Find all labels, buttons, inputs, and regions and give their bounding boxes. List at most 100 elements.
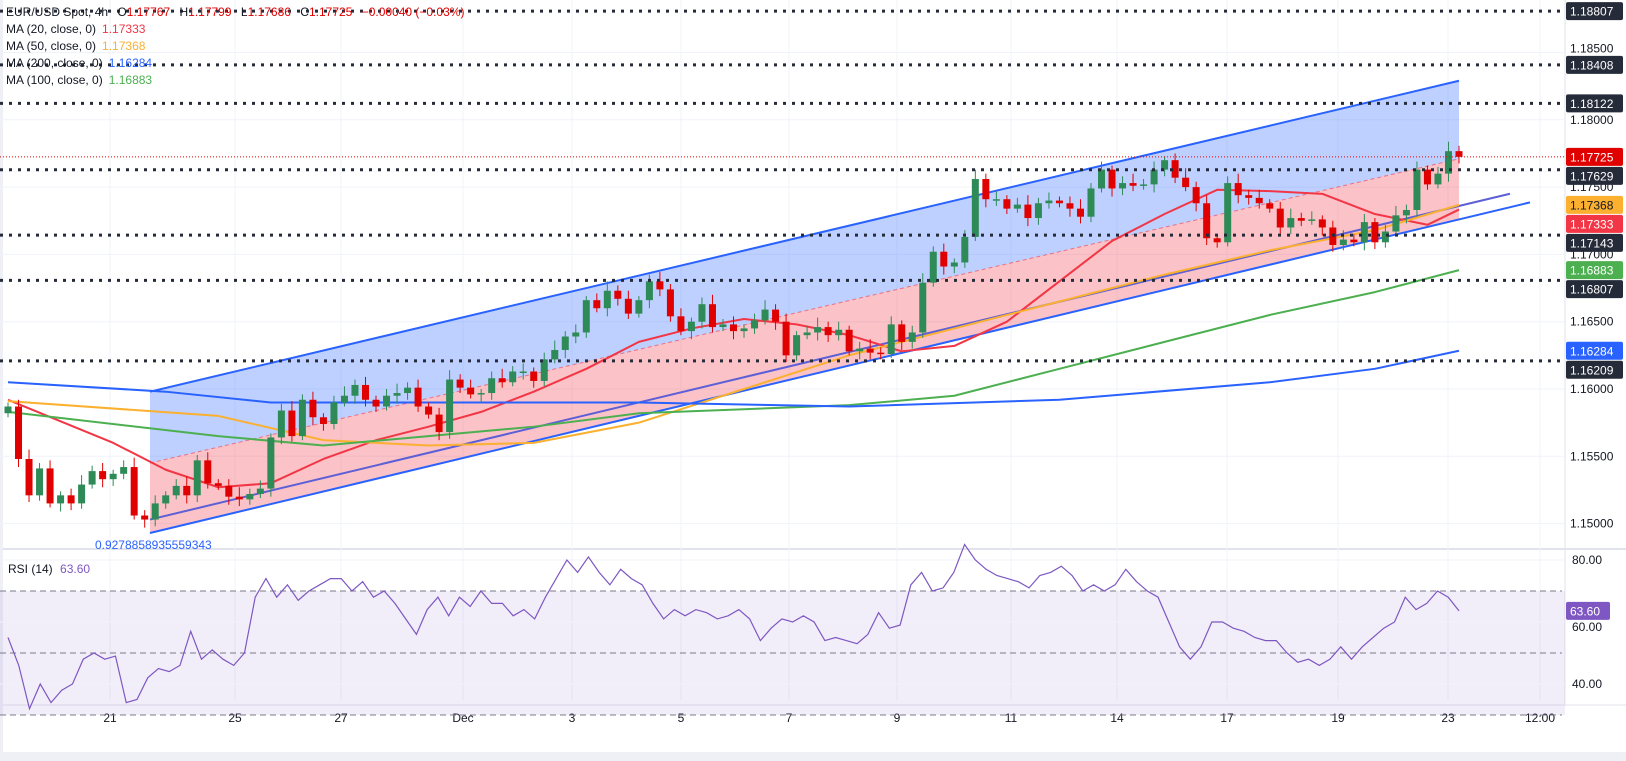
candle [1003, 195, 1011, 215]
time-tick-label: Dec [452, 711, 473, 725]
candle-body [225, 485, 233, 497]
candle-body [898, 324, 906, 342]
candle [383, 389, 391, 411]
candle-body [1045, 200, 1053, 204]
candle [1308, 211, 1316, 225]
price-badge: 1.16284 [1566, 341, 1623, 360]
candle [141, 510, 149, 528]
candle-body [67, 495, 75, 504]
candle [1371, 218, 1379, 250]
price-tick-label: 1.16500 [1570, 315, 1614, 329]
candle [992, 191, 1000, 206]
candle [582, 296, 590, 338]
ma100-row[interactable]: MA (100, close, 0) 1.16883 [6, 72, 464, 89]
price-badge-label: 1.18807 [1570, 5, 1614, 19]
candle-body [1392, 215, 1400, 232]
candle [971, 169, 979, 241]
price-badge-label: 1.16209 [1570, 363, 1614, 377]
candle [319, 413, 327, 431]
candle [25, 449, 33, 503]
candle-body [877, 352, 885, 355]
candle [1203, 195, 1211, 245]
candle [1013, 197, 1021, 213]
candle-body [582, 300, 590, 333]
candle [404, 382, 412, 400]
candle [677, 308, 685, 336]
candle [982, 173, 990, 208]
candle-body [519, 371, 527, 374]
price-badge-bg [1566, 94, 1623, 113]
candle-body [319, 417, 327, 424]
candle-body [971, 179, 979, 237]
candle [1224, 176, 1232, 247]
candle-body [793, 335, 801, 356]
candle-body [1203, 203, 1211, 239]
candle [1045, 192, 1053, 209]
price-badge-bg [1566, 214, 1623, 233]
rsi-title[interactable]: RSI (14) [8, 562, 53, 576]
candle-body [940, 251, 948, 267]
price-badge-label: 1.16284 [1570, 344, 1614, 358]
candle-body [1245, 195, 1253, 198]
candle [1171, 153, 1179, 184]
candle [919, 273, 927, 338]
price-badge: 1.17725 [1566, 147, 1623, 166]
candle [624, 290, 632, 320]
candle [88, 465, 96, 489]
candle-body [530, 371, 538, 381]
candle [498, 368, 506, 388]
price-badge-label: 1.18408 [1570, 58, 1614, 72]
ma50-value: 1.17368 [102, 39, 146, 53]
candle [235, 487, 243, 507]
candle [803, 325, 811, 340]
ma50-row[interactable]: MA (50, close, 0) 1.17368 [6, 38, 464, 55]
candle-body [908, 332, 916, 342]
price-badge: 1.16807 [1566, 280, 1623, 299]
symbol-title[interactable]: EUR/USD Spot, 4h [6, 5, 109, 19]
candle-body [288, 410, 296, 437]
candle [593, 293, 601, 313]
candle [204, 452, 212, 489]
candle-body [393, 393, 401, 396]
candle [151, 495, 159, 527]
candle [1381, 224, 1389, 248]
price-badge-bg [1566, 166, 1623, 185]
candle-body [782, 321, 790, 356]
candle [898, 320, 906, 350]
candle [887, 316, 895, 359]
candle-body [1171, 160, 1179, 178]
candle-body [1129, 183, 1137, 186]
close-label: C [300, 5, 309, 19]
candle [730, 316, 737, 340]
candle [372, 395, 380, 412]
candle [456, 374, 464, 394]
candle-body [730, 324, 737, 332]
candle-body [887, 324, 895, 355]
candle-body [614, 290, 622, 299]
price-badge-label: 1.16807 [1570, 283, 1614, 297]
ma200-row[interactable]: MA (200, close, 0) 1.16284 [6, 55, 464, 72]
candle [488, 371, 496, 400]
candle-body [1266, 203, 1274, 209]
candle [1098, 161, 1106, 193]
ma20-row[interactable]: MA (20, close, 0) 1.17333 [6, 21, 464, 38]
rsi-tick-label: 40.00 [1572, 677, 1602, 691]
candle [36, 463, 44, 501]
candle-body [719, 324, 727, 328]
price-badge: 1.18122 [1566, 94, 1623, 113]
candle [1245, 189, 1253, 205]
ma50-label: MA (50, close, 0) [6, 39, 97, 53]
candle-body [88, 471, 96, 485]
candle [1297, 212, 1305, 227]
candle [1150, 161, 1158, 193]
candle-body [603, 290, 611, 309]
candle [393, 383, 401, 404]
rsi-tick-label: 60.00 [1572, 620, 1602, 634]
candle-body [1297, 218, 1305, 221]
rsi-badge-label: 63.60 [1570, 604, 1600, 618]
candle-body [1234, 183, 1242, 196]
candle [1360, 214, 1368, 251]
candle-body [509, 371, 517, 383]
candle-body [761, 309, 769, 321]
